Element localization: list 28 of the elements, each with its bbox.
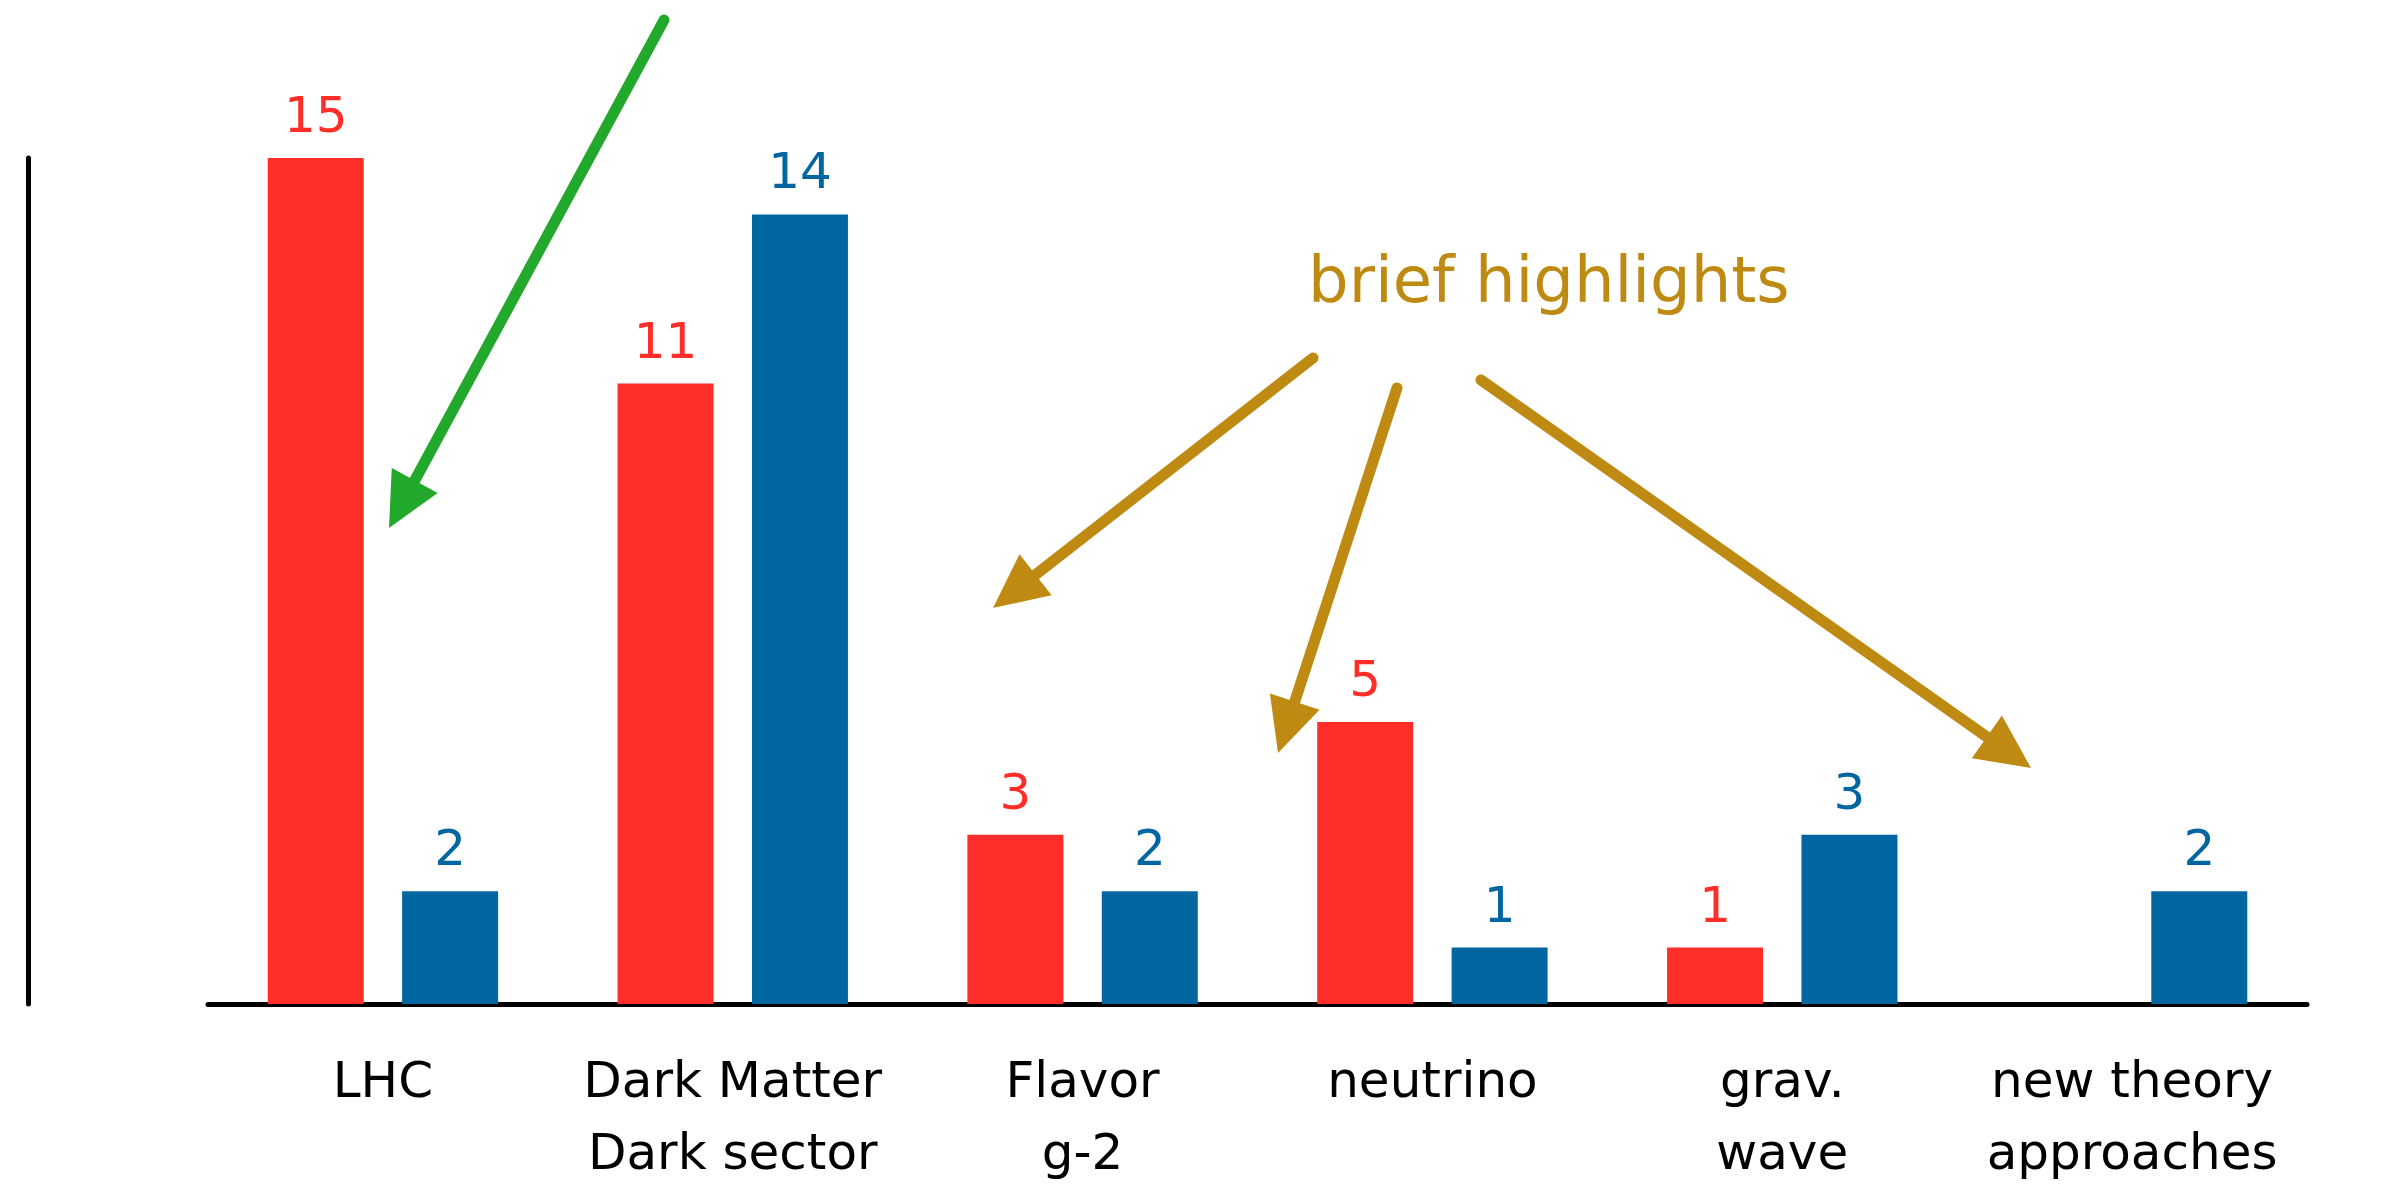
data-label: 14: [768, 142, 832, 201]
data-label: 1: [1699, 875, 1731, 934]
x-tick-label: grav. wave: [1716, 1051, 1849, 1181]
bar: [751, 214, 848, 1004]
data-label: 15: [283, 86, 348, 144]
data-label: 3: [1833, 762, 1866, 821]
bar: [2151, 891, 2248, 1004]
data-label: 11: [633, 311, 698, 370]
annotation: brief highlights: [1308, 243, 1790, 317]
x-tick-label: LHC: [332, 1051, 434, 1109]
data-label: 2: [1133, 819, 1166, 878]
x-tick-label: Flavor g-2: [1005, 1051, 1161, 1181]
bar: [1101, 891, 1198, 1004]
data-label: 1: [1483, 875, 1516, 934]
bar: [1667, 947, 1764, 1004]
x-tick-label: Dark Matter Dark sector: [583, 1051, 883, 1181]
bar: [267, 158, 364, 1004]
x-tick-label: new theory approaches: [1986, 1051, 2278, 1181]
data-label: 2: [434, 819, 467, 878]
bar: [402, 891, 499, 1004]
bar: [1801, 834, 1898, 1004]
bar: [967, 834, 1064, 1004]
x-tick-label: neutrino: [1327, 1051, 1538, 1109]
data-label: 3: [999, 762, 1032, 821]
data-label: 5: [1349, 650, 1382, 708]
data-label: 2: [2183, 819, 2216, 878]
bar: [1451, 947, 1548, 1004]
bar: [1317, 722, 1414, 1004]
